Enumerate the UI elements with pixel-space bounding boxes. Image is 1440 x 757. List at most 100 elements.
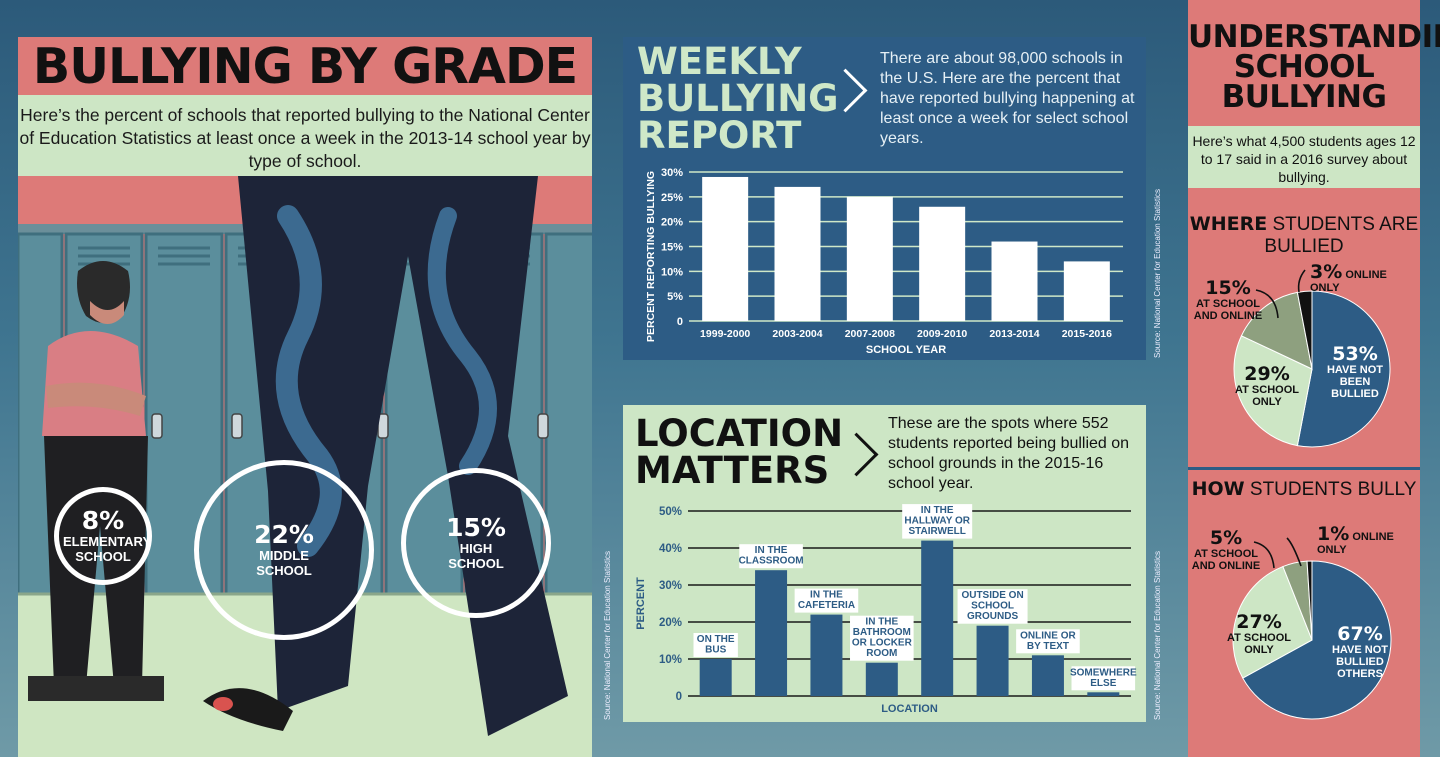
pie-slice xyxy=(1233,335,1313,447)
y-axis-label: PERCENT REPORTING BULLYING xyxy=(645,171,657,342)
leader-line xyxy=(1286,537,1302,567)
slice-label: 29% AT SCHOOL ONLY xyxy=(1230,364,1304,408)
middle-school-stat: 22% MIDDLE SCHOOL xyxy=(194,460,374,640)
slice-text: HAVE NOT BEEN BULLIED xyxy=(1326,364,1384,400)
locker-hallway-illustration: 8% ELEMENTARY SCHOOL 22% MIDDLE SCHOOL 1… xyxy=(18,176,592,757)
x-tick-label: 2007-2008 xyxy=(845,328,895,340)
bar-category-label: IN THE CLASSROOM xyxy=(739,545,804,567)
bar xyxy=(976,625,1009,696)
source-note: Source: National Center for Education St… xyxy=(1153,551,1162,720)
bar-category-label: IN THE HALLWAY OR STAIRWELL xyxy=(904,505,970,537)
y-axis-label: PERCENT xyxy=(635,577,647,630)
stat-label: MIDDLE SCHOOL xyxy=(256,548,312,578)
weekly-bullying-report-panel: WEEKLY BULLYING REPORT There are about 9… xyxy=(623,37,1146,360)
bar-category-label: ON THE BUS xyxy=(697,634,735,656)
bar-category-label: IN THE BATHROOM OR LOCKER ROOM xyxy=(852,617,913,660)
y-tick-label: 30% xyxy=(659,580,682,592)
location-matters-panel: LOCATION MATTERS These are the spots whe… xyxy=(623,405,1146,722)
bar-category-label: SOMEWHERE ELSE xyxy=(1070,667,1137,689)
slice-label: 27% AT SCHOOL ONLY xyxy=(1221,612,1297,656)
how-bully-pie-chart xyxy=(1232,537,1392,720)
source-note: Source: National Center for Education St… xyxy=(1153,189,1162,358)
panel-description: Here’s the percent of schools that repor… xyxy=(18,95,592,176)
label-background xyxy=(1071,666,1136,691)
x-tick-label: 2015-2016 xyxy=(1062,328,1112,340)
panel-description: Here’s what 4,500 students ages 12 to 17… xyxy=(1188,126,1420,188)
slice-value: 29% xyxy=(1244,363,1290,385)
slice-value: 5% xyxy=(1209,527,1243,549)
leader-line xyxy=(1255,289,1279,319)
slice-label: 67% HAVE NOT BULLIED OTHERS xyxy=(1323,624,1397,680)
y-tick-label: 25% xyxy=(661,192,683,204)
y-tick-label: 5% xyxy=(667,291,683,303)
title-bold: WHERE xyxy=(1189,213,1268,235)
x-tick-label: 2013-2014 xyxy=(989,328,1039,340)
slice-text: AT SCHOOL AND ONLINE xyxy=(1193,298,1263,322)
x-tick-label: 2009-2010 xyxy=(917,328,967,340)
bar xyxy=(810,614,843,696)
section-divider xyxy=(1188,467,1420,470)
y-tick-label: 20% xyxy=(661,217,683,229)
slice-text: ONLINE ONLY xyxy=(1317,531,1394,556)
y-tick-label: 10% xyxy=(661,266,683,278)
title-rest: STUDENTS ARE BULLIED xyxy=(1264,214,1419,257)
slice-text: AT SCHOOL ONLY xyxy=(1235,384,1299,408)
bar xyxy=(1063,261,1110,321)
bar xyxy=(755,570,788,696)
bar-category-label: OUTSIDE ON SCHOOL GROUNDS xyxy=(961,590,1023,622)
label-background xyxy=(693,633,738,657)
pie-slice xyxy=(1242,560,1392,720)
y-tick-label: 30% xyxy=(661,167,683,179)
label-background xyxy=(794,588,859,613)
bar xyxy=(919,206,966,321)
slice-label: 15% AT SCHOOL AND ONLINE xyxy=(1191,278,1265,322)
label-background xyxy=(902,504,973,539)
y-tick-label: 10% xyxy=(659,654,682,666)
slice-value: 1% xyxy=(1317,523,1350,545)
pie-slice xyxy=(1232,565,1313,679)
bar xyxy=(846,196,893,321)
y-tick-label: 40% xyxy=(659,543,682,555)
slice-value: 15% xyxy=(1205,277,1251,299)
bar xyxy=(991,241,1038,321)
stat-percent: 15% xyxy=(446,513,506,542)
pie-slice xyxy=(1306,560,1313,641)
bar xyxy=(1087,692,1120,696)
location-bar-chart: 0 10% 20% 30% 40% 50% ON THE BUS IN THE CLASSROOM… xyxy=(635,504,1137,715)
how-bully-title: HOW STUDENTS BULLY xyxy=(1188,478,1420,501)
stat-percent: 8% xyxy=(81,506,125,535)
slice-label: 53% HAVE NOT BEEN BULLIED xyxy=(1318,344,1392,400)
where-bullied-pie-chart xyxy=(1233,269,1391,448)
high-school-stat: 15% HIGH SCHOOL xyxy=(401,468,551,618)
stat-label: HIGH SCHOOL xyxy=(448,541,504,571)
label-background xyxy=(957,589,1028,624)
bar xyxy=(699,659,732,696)
where-bullied-title: WHERE STUDENTS ARE BULLIED xyxy=(1188,213,1420,258)
label-background xyxy=(739,544,803,569)
y-tick-label: 20% xyxy=(659,617,682,629)
bar xyxy=(1031,655,1064,696)
panel-title: BULLYING BY GRADE xyxy=(32,38,578,95)
bar xyxy=(774,186,821,321)
y-tick-label: 0 xyxy=(677,316,683,328)
x-axis-label: SCHOOL YEAR xyxy=(866,344,946,356)
bar xyxy=(702,176,749,321)
stat-label: ELEMENTARY SCHOOL xyxy=(63,534,152,564)
leader-line xyxy=(1297,269,1306,293)
panel-title: LOCATION MATTERS xyxy=(635,412,844,492)
pie-slice xyxy=(1296,290,1313,370)
slice-text: ONLINE ONLY xyxy=(1310,269,1387,294)
understanding-school-bullying-panel: UNDERSTANDING SCHOOL BULLYING Here’s wha… xyxy=(1188,0,1440,757)
slice-text: AT SCHOOL ONLY xyxy=(1227,632,1291,656)
bullying-by-grade-panel: BULLYING BY GRADE Here’s the percent of … xyxy=(18,37,592,757)
title-bold: HOW xyxy=(1191,478,1245,500)
panel-title: WEEKLY BULLYING REPORT xyxy=(637,40,839,157)
label-background xyxy=(1016,629,1080,654)
slice-label: 1% ONLINE ONLY xyxy=(1317,524,1407,556)
panel-description: These are the spots where 552 students r… xyxy=(888,415,1130,492)
bar xyxy=(921,540,954,696)
panel-title: UNDERSTANDING SCHOOL BULLYING xyxy=(1188,19,1440,115)
weekly-bullying-bar-chart: 0 5% 10% 15% 20% 25% 30% 1999-2000 2003-2004 2007… xyxy=(645,167,1123,356)
y-tick-label: 15% xyxy=(661,242,683,254)
label-background xyxy=(850,615,914,661)
